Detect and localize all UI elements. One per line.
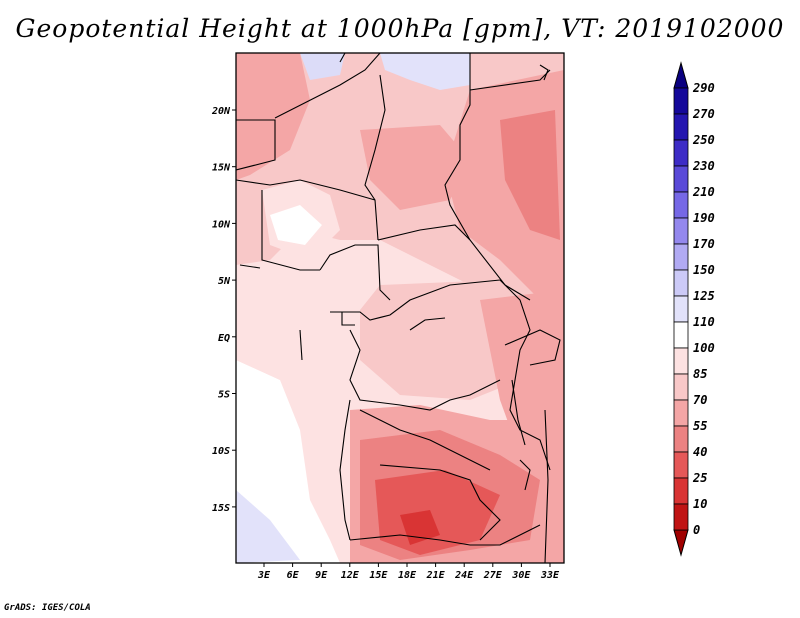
colorbar-swatch xyxy=(673,191,689,219)
lat-tick-label: 15N xyxy=(212,163,231,174)
colorbar-label: 270 xyxy=(692,107,715,121)
colorbar-label: 110 xyxy=(693,315,715,329)
lon-tick-label: 24E xyxy=(454,570,474,581)
colorbar: 2902702502302101901701501251101008570554… xyxy=(673,61,715,557)
chart-title: Geopotential Height at 1000hPa [gpm], VT… xyxy=(15,14,785,43)
colorbar-swatch xyxy=(673,425,689,453)
lat-tick-label: EQ xyxy=(218,333,230,344)
colorbar-label: 170 xyxy=(693,237,715,251)
lon-axis: 3E 6E 9E 12E 15E 18E 21E 24E 27E 30E 33E xyxy=(257,563,560,581)
colorbar-label: 230 xyxy=(692,159,715,173)
lat-tick-label: 5S xyxy=(218,390,230,401)
lat-tick-label: 5N xyxy=(218,276,231,287)
colorbar-bottom-arrow xyxy=(673,529,689,557)
colorbar-swatch xyxy=(673,139,689,167)
lon-tick-label: 30E xyxy=(511,570,531,581)
colorbar-label: 290 xyxy=(692,81,715,95)
colorbar-label: 10 xyxy=(693,497,707,511)
colorbar-swatch xyxy=(673,477,689,505)
colorbar-label: 40 xyxy=(693,445,707,459)
colorbar-swatch xyxy=(673,113,689,141)
colorbar-swatch xyxy=(673,243,689,271)
colorbar-swatch xyxy=(673,373,689,401)
colorbar-label: 210 xyxy=(692,185,715,199)
colorbar-swatch xyxy=(673,217,689,245)
colorbar-label: 85 xyxy=(693,367,707,381)
colorbar-label: 150 xyxy=(693,263,715,277)
colorbar-swatch xyxy=(673,347,689,375)
colorbar-label: 0 xyxy=(693,523,700,537)
credit-label: GrADS: IGES/COLA xyxy=(4,603,91,613)
lon-tick-label: 12E xyxy=(341,570,360,581)
lon-tick-label: 33E xyxy=(540,570,560,581)
lat-tick-label: 10S xyxy=(212,446,230,457)
colorbar-swatch xyxy=(673,295,689,323)
colorbar-label: 125 xyxy=(693,289,715,303)
colorbar-label: 100 xyxy=(693,341,715,355)
colorbar-swatch xyxy=(673,87,689,115)
colorbar-swatch xyxy=(673,399,689,427)
lon-tick-label: 15E xyxy=(369,570,388,581)
lon-tick-label: 9E xyxy=(315,570,328,581)
lat-tick-label: 20N xyxy=(211,106,231,117)
colorbar-swatch xyxy=(673,451,689,479)
lon-tick-label: 18E xyxy=(398,570,417,581)
boundaries xyxy=(236,53,561,563)
colorbar-top-arrow xyxy=(673,61,689,89)
lon-tick-label: 27E xyxy=(483,570,503,581)
lat-axis: 20N 15N 10N 5N EQ 5S 10S 15S xyxy=(211,106,236,514)
colorbar-label: 55 xyxy=(693,419,707,433)
colorbar-label: 25 xyxy=(692,471,707,485)
lon-tick-label: 21E xyxy=(426,570,446,581)
colorbar-swatch xyxy=(673,321,689,349)
lon-tick-label: 3E xyxy=(257,570,271,581)
colorbar-swatch xyxy=(673,269,689,297)
lat-tick-label: 10N xyxy=(212,219,231,230)
lat-tick-label: 15S xyxy=(212,503,230,514)
colorbar-label: 190 xyxy=(693,211,715,225)
colorbar-swatch xyxy=(673,503,689,531)
map-frame xyxy=(235,52,565,564)
colorbar-label: 250 xyxy=(692,133,715,147)
lon-tick-label: 6E xyxy=(287,570,300,581)
colorbar-swatch xyxy=(673,165,689,193)
colorbar-label: 70 xyxy=(693,393,707,407)
